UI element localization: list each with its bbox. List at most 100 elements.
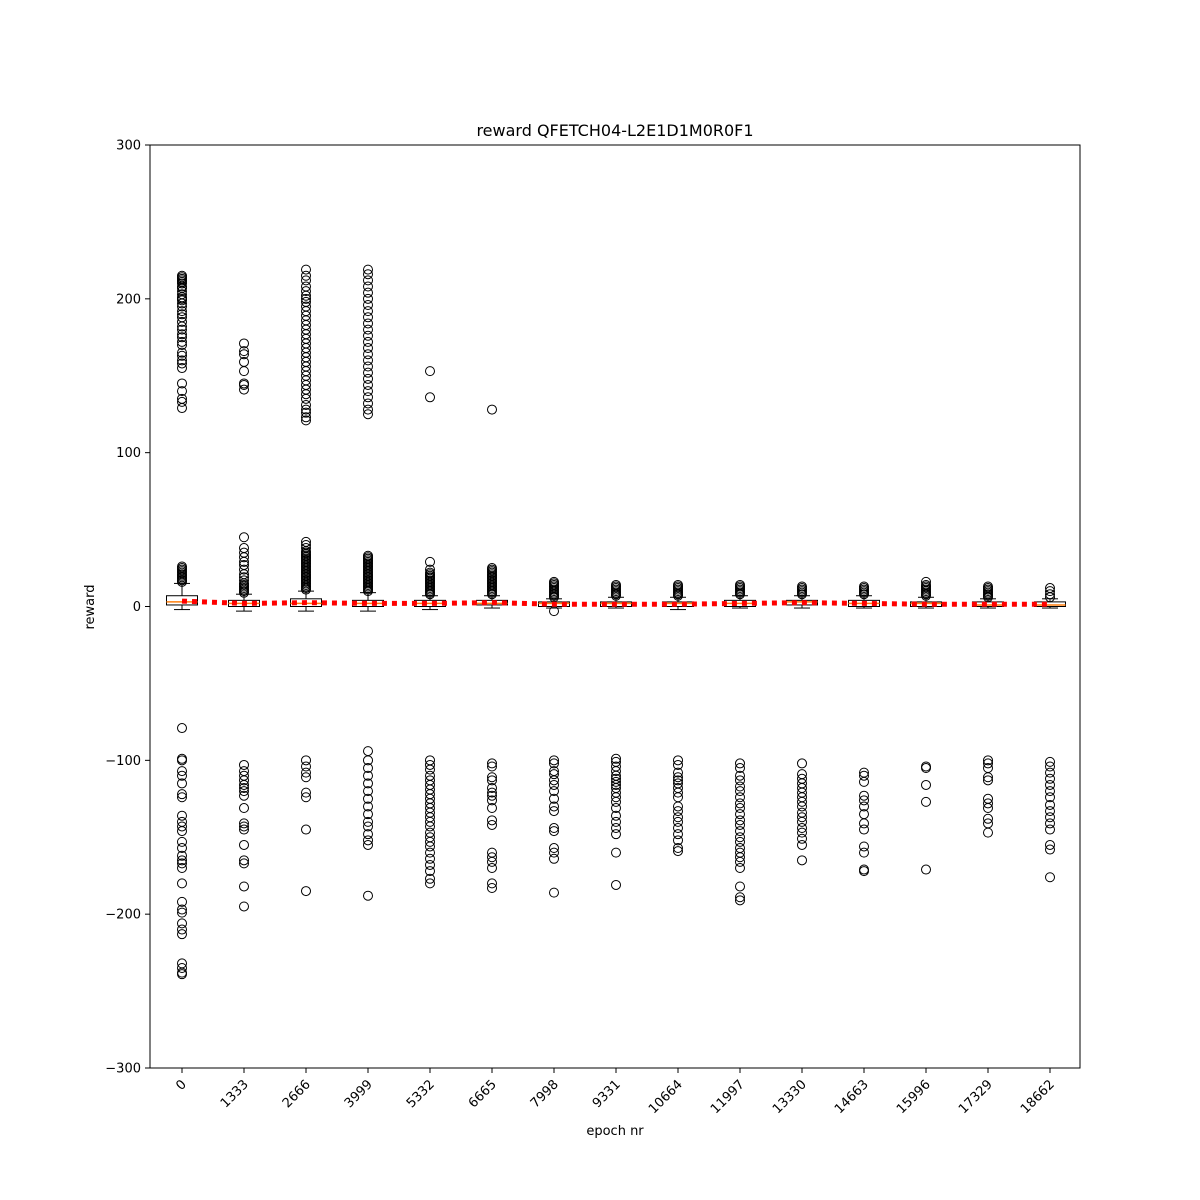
outlier-point <box>611 879 621 890</box>
outlier-point <box>859 581 869 592</box>
outlier-point <box>735 770 745 781</box>
y-axis-label: reward <box>83 584 98 629</box>
outlier-point <box>611 792 621 803</box>
outlier-point <box>363 398 373 409</box>
outlier-point <box>177 907 187 918</box>
outlier-point <box>239 575 249 586</box>
outlier-point <box>177 836 187 847</box>
box <box>166 595 198 606</box>
outlier-point <box>1045 786 1055 797</box>
outlier-point <box>177 969 187 980</box>
outlier-point <box>735 815 745 826</box>
outlier-point <box>735 863 745 874</box>
outlier-point <box>673 787 683 798</box>
outlier-point <box>673 775 683 786</box>
outlier-point <box>177 355 187 366</box>
outlier-point <box>177 789 187 800</box>
outlier-point <box>301 407 311 418</box>
outlier-point <box>1045 812 1055 823</box>
outlier-point <box>983 581 993 592</box>
outlier-point <box>239 790 249 801</box>
outlier-point <box>1045 589 1055 600</box>
outlier-point <box>363 786 373 797</box>
outlier-point <box>363 801 373 812</box>
outlier-point <box>301 787 311 798</box>
outlier-point <box>1045 761 1055 772</box>
outlier-point <box>239 855 249 866</box>
mean-line <box>181 598 1050 607</box>
outlier-point <box>301 792 311 803</box>
outlier-point <box>921 579 931 590</box>
outlier-point <box>735 881 745 892</box>
outlier-point <box>301 301 311 312</box>
outlier-point <box>487 819 497 830</box>
outlier-point <box>797 758 807 769</box>
outlier-point <box>859 841 869 852</box>
outlier-point <box>1045 818 1055 829</box>
outlier-point <box>487 790 497 801</box>
outlier-point <box>177 339 187 350</box>
outlier-point <box>549 576 559 587</box>
outlier-point <box>363 281 373 292</box>
outlier-point <box>239 572 249 583</box>
outlier-point <box>797 812 807 823</box>
outlier-point <box>1045 767 1055 778</box>
box-group-1333 <box>228 338 260 912</box>
outlier-point <box>549 823 559 834</box>
outlier-point <box>363 829 373 840</box>
outlier-point <box>735 892 745 903</box>
box-group-10664 <box>662 579 694 857</box>
outlier-point <box>177 378 187 389</box>
outlier-point <box>859 866 869 877</box>
outlier-point <box>363 343 373 354</box>
box-group-9331 <box>600 579 632 890</box>
outlier-point <box>177 755 187 766</box>
outlier-point <box>735 836 745 847</box>
outlier-point <box>487 787 497 798</box>
outlier-point <box>983 803 993 814</box>
outlier-point <box>177 336 187 347</box>
outlier-point <box>301 415 311 426</box>
outlier-point <box>363 318 373 329</box>
outlier-point <box>611 847 621 858</box>
outlier-point <box>487 803 497 814</box>
outlier-point <box>735 809 745 820</box>
outlier-point <box>735 758 745 769</box>
outlier-point <box>177 316 187 327</box>
outlier-point <box>1045 586 1055 597</box>
outlier-point <box>177 792 187 803</box>
outlier-point <box>425 841 435 852</box>
box-group-0 <box>166 270 198 980</box>
outlier-point <box>363 269 373 280</box>
outlier-point <box>797 833 807 844</box>
outlier-point <box>735 579 745 590</box>
outlier-point <box>363 355 373 366</box>
outlier-point <box>425 866 435 877</box>
outlier-point <box>301 270 311 281</box>
outlier-point <box>983 827 993 838</box>
outlier-point <box>239 858 249 869</box>
outlier-point <box>239 786 249 797</box>
outlier-point <box>983 798 993 809</box>
y-tick-label: −100 <box>105 754 141 769</box>
outlier-point <box>487 815 497 826</box>
outlier-point <box>859 776 869 787</box>
y-axis: −300 −200 −100 0 100 200 300 <box>105 139 150 1077</box>
outlier-point <box>177 843 187 854</box>
outlier-point <box>239 547 249 558</box>
outlier-point <box>797 581 807 592</box>
outlier-point <box>425 873 435 884</box>
outlier-point <box>921 864 931 875</box>
outlier-point <box>177 770 187 781</box>
outlier-point <box>735 826 745 837</box>
outlier-point <box>549 887 559 898</box>
outlier-point <box>363 312 373 323</box>
outlier-point <box>611 803 621 814</box>
outlier-point <box>673 835 683 846</box>
outlier-point <box>301 886 311 897</box>
outlier-point <box>1045 824 1055 835</box>
outlier-point <box>1045 756 1055 767</box>
outlier-point <box>549 758 559 769</box>
outlier-point <box>363 330 373 341</box>
